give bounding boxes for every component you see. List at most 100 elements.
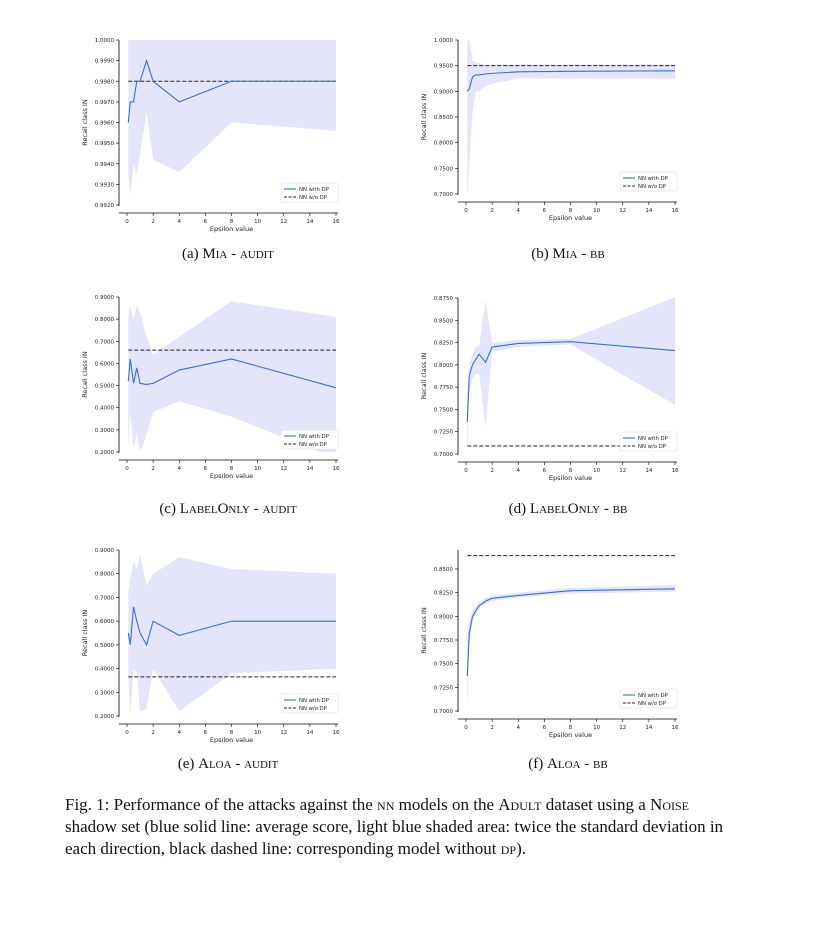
y-axis-label: Recall class IN [81, 351, 89, 398]
y-tick-label: 0.7500 [434, 662, 454, 668]
y-tick-label: 0.5000 [95, 384, 115, 390]
std-band [467, 585, 675, 711]
y-tick-label: 0.8000 [95, 572, 115, 578]
y-tick-label: 0.9930 [95, 182, 115, 188]
x-tick-label: 14 [306, 219, 313, 225]
std-band [128, 301, 336, 452]
y-tick-label: 1.0000 [434, 38, 454, 44]
x-tick-label: 12 [619, 468, 626, 474]
legend-label-with-dp: NN with DP [638, 436, 669, 442]
x-tick-label: 8 [569, 725, 573, 731]
std-band [467, 297, 675, 454]
x-tick-label: 4 [517, 725, 521, 731]
x-tick-label: 14 [306, 466, 313, 472]
y-tick-label: 0.9000 [95, 295, 115, 301]
x-tick-label: 14 [306, 730, 313, 736]
x-tick-label: 16 [672, 468, 679, 474]
y-tick-label: 0.3000 [95, 690, 115, 696]
x-tick-label: 2 [151, 730, 155, 736]
y-tick-label: 0.6000 [95, 361, 115, 367]
x-tick-label: 16 [672, 725, 679, 731]
series-nn-with-dp [127, 606, 336, 647]
y-tick-label: 0.8000 [434, 614, 454, 620]
chart-f: 0.7000 0.7250 0.7500 0.7750 0.8000 0.8250 0.85… [420, 550, 679, 739]
x-tick-label: 14 [645, 468, 652, 474]
y-tick-label: 0.8000 [95, 317, 115, 323]
chart-c: 0.2000 0.3000 0.4000 0.5000 0.6000 0.7000 0.80… [81, 295, 340, 480]
series-nn-with-dp [466, 70, 676, 92]
legend-label-without-dp: NN w/o DP [638, 184, 667, 190]
x-tick-label: 4 [178, 730, 182, 736]
x-tick-label: 8 [230, 219, 234, 225]
legend-label-with-dp: NN with DP [299, 187, 330, 193]
subcaption-b: (b) Mia - bb [531, 246, 605, 262]
x-tick-label: 0 [125, 219, 129, 225]
x-tick-label: 0 [125, 730, 129, 736]
x-tick-label: 2 [490, 725, 494, 731]
y-tick-label: 0.3000 [95, 428, 115, 434]
x-tick-label: 2 [490, 468, 494, 474]
x-axis-label: Epsilon value [210, 736, 253, 744]
x-tick-label: 0 [464, 208, 468, 214]
x-tick-label: 10 [593, 468, 600, 474]
legend-label-without-dp: NN w/o DP [299, 442, 328, 448]
x-axis-label: Epsilon value [549, 731, 592, 739]
subcaption-f: (f) Aloa - bb [528, 756, 608, 772]
legend-label-with-dp: NN with DP [299, 698, 330, 704]
x-tick-label: 10 [593, 208, 600, 214]
y-tick-label: 0.8250 [434, 341, 454, 347]
y-tick-label: 0.9950 [95, 141, 115, 147]
y-tick-label: 0.8500 [434, 115, 454, 121]
std-band [467, 40, 675, 194]
panel-c: 0.2000 0.3000 0.4000 0.5000 0.6000 0.7000 0.80… [0, 0, 410, 525]
x-axis-label: Epsilon value [210, 472, 253, 480]
y-tick-label: 0.8000 [434, 363, 454, 369]
y-tick-label: 0.8250 [434, 591, 454, 597]
y-tick-label: 0.4000 [95, 406, 115, 412]
x-tick-label: 12 [280, 219, 287, 225]
x-tick-label: 4 [517, 208, 521, 214]
y-tick-label: 0.7250 [434, 430, 454, 436]
y-tick-label: 0.7750 [434, 385, 454, 391]
chart-b: 0.7000 0.7500 0.8000 0.8500 0.9000 0.9500 1.00… [420, 38, 679, 222]
y-axis-label: Recall class IN [81, 610, 89, 657]
x-tick-label: 8 [230, 730, 234, 736]
x-axis-label: Epsilon value [549, 474, 592, 482]
subcaption-e: (e) Aloa - audit [177, 756, 279, 772]
panel-d: 0.7000 0.7250 0.7500 0.7750 0.8000 0.8250 0.85… [420, 296, 679, 517]
y-tick-label: 0.5000 [95, 643, 115, 649]
y-axis-label: Recall class IN [81, 99, 89, 146]
x-tick-label: 2 [151, 219, 155, 225]
x-tick-label: 10 [254, 466, 261, 472]
y-tick-label: 0.7250 [434, 685, 454, 691]
y-tick-label: 0.6000 [95, 619, 115, 625]
x-tick-label: 10 [254, 219, 261, 225]
x-tick-label: 8 [569, 208, 573, 214]
x-tick-label: 16 [333, 219, 340, 225]
x-tick-label: 6 [543, 725, 547, 731]
panel-f: 0.7000 0.7250 0.7500 0.7750 0.8000 0.8250 0.85… [420, 550, 679, 772]
x-tick-label: 14 [645, 208, 652, 214]
x-tick-label: 6 [204, 219, 208, 225]
x-tick-label: 6 [204, 730, 208, 736]
y-tick-label: 0.2000 [95, 450, 115, 456]
y-tick-label: 1.0000 [95, 38, 115, 44]
chart-e: 0.2000 0.3000 0.4000 0.5000 0.6000 0.7000 0.80… [81, 548, 340, 744]
x-tick-label: 12 [280, 730, 287, 736]
y-axis-label: Recall class IN [420, 353, 428, 400]
x-tick-label: 8 [569, 468, 573, 474]
x-tick-label: 0 [464, 468, 468, 474]
x-tick-label: 2 [490, 208, 494, 214]
panel-e: 0.2000 0.3000 0.4000 0.5000 0.6000 0.7000 0.80… [0, 0, 410, 780]
y-tick-label: 0.8000 [434, 141, 454, 147]
legend-label-without-dp: NN w/o DP [638, 701, 667, 707]
y-tick-label: 0.9500 [434, 64, 454, 70]
std-band [128, 554, 336, 716]
y-tick-label: 0.2000 [95, 714, 115, 720]
x-tick-label: 14 [645, 725, 652, 731]
x-tick-label: 4 [178, 219, 182, 225]
chart-a: 0.9920 0.9930 0.9940 0.9950 0.9960 0.9970 0.99… [81, 38, 340, 233]
x-axis-label: Epsilon value [549, 214, 592, 222]
series-nn-with-dp [466, 341, 676, 422]
series-nn-with-dp [127, 58, 336, 123]
